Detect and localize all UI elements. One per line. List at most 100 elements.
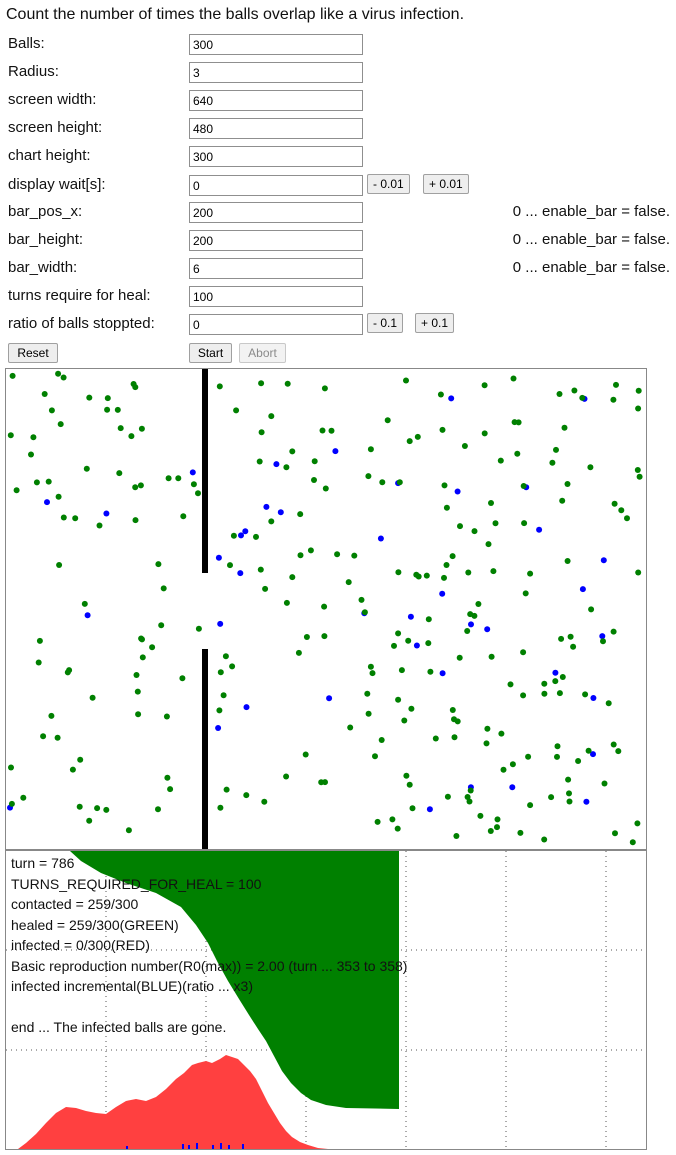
screen-width-input[interactable]: [189, 90, 363, 111]
ratio-increase-button[interactable]: + 0.1: [415, 313, 455, 333]
ball: [30, 434, 37, 441]
abort-button[interactable]: Abort: [239, 343, 286, 363]
ball: [164, 774, 171, 781]
ball: [457, 523, 463, 530]
ball: [365, 473, 372, 480]
ball: [227, 562, 233, 569]
ball: [509, 784, 516, 791]
chart-height-input[interactable]: [189, 146, 363, 167]
ball: [268, 518, 275, 525]
radius-input[interactable]: [189, 62, 363, 83]
ball: [497, 457, 504, 464]
ball: [432, 735, 439, 742]
display-wait-input[interactable]: [189, 175, 363, 196]
ball: [33, 479, 40, 486]
ball: [367, 663, 374, 670]
ball: [477, 812, 484, 819]
ball: [413, 642, 420, 649]
ball: [439, 590, 446, 597]
ball: [566, 790, 572, 797]
ball: [237, 570, 244, 577]
ball: [613, 381, 619, 388]
ball: [464, 628, 471, 634]
ball: [83, 465, 90, 472]
ball: [426, 806, 433, 813]
ball: [243, 792, 250, 799]
heal-turns-input[interactable]: [189, 286, 363, 307]
ball: [615, 748, 622, 755]
stopped-ratio-input[interactable]: [189, 314, 363, 335]
bar-width-input[interactable]: [189, 258, 363, 279]
ball: [549, 459, 556, 466]
ball: [222, 653, 229, 660]
ball: [103, 806, 110, 813]
ball: [321, 633, 328, 640]
ball: [441, 574, 447, 581]
ball: [582, 691, 589, 698]
ball: [311, 477, 317, 483]
radius-row: Radius:: [0, 61, 676, 85]
ball: [77, 756, 84, 763]
ball: [467, 787, 474, 794]
ball: [599, 633, 606, 640]
ball: [345, 579, 352, 586]
ball: [230, 532, 237, 539]
ball: [284, 380, 291, 387]
ball: [556, 391, 563, 397]
ball: [258, 429, 265, 436]
ball: [536, 526, 543, 533]
ball: [605, 700, 612, 707]
ball: [7, 432, 14, 439]
ball: [541, 690, 548, 697]
ball: [444, 793, 451, 800]
ball: [471, 528, 478, 535]
ball: [132, 517, 139, 524]
balls-label: Balls:: [8, 35, 45, 52]
reset-button[interactable]: Reset: [8, 343, 58, 363]
ball: [571, 387, 578, 394]
chart-svg: [6, 851, 646, 1149]
display-wait-row: display wait[s]: - 0.01 + 0.01: [0, 174, 676, 198]
ratio-decrease-button[interactable]: - 0.1: [367, 313, 404, 333]
ball: [289, 574, 296, 581]
ball: [553, 446, 559, 453]
ball: [195, 490, 201, 497]
ball: [189, 469, 196, 476]
ball: [117, 425, 124, 432]
wait-increase-button[interactable]: + 0.01: [423, 174, 469, 194]
ball: [565, 776, 572, 783]
ball: [395, 696, 402, 703]
ball: [155, 561, 162, 568]
ball: [481, 382, 488, 389]
chart-height-row: chart height:: [0, 145, 676, 169]
ball: [414, 433, 421, 440]
ball: [233, 407, 240, 414]
ball: [579, 586, 586, 593]
bar-height-label: bar_height:: [8, 231, 84, 248]
ball: [612, 830, 618, 837]
ball: [167, 786, 174, 793]
ball: [541, 836, 548, 843]
ball: [556, 690, 563, 697]
ball: [394, 825, 401, 832]
ball: [439, 426, 446, 433]
stats-panel: turn = 786 TURNS_REQUIRED_FOR_HEAL = 100…: [11, 853, 407, 1037]
ball: [55, 493, 62, 500]
ball: [406, 781, 413, 788]
bar-height-input[interactable]: [189, 230, 363, 251]
start-button[interactable]: Start: [189, 343, 232, 363]
stat-r0: Basic reproduction number(R0(max)) = 2.0…: [11, 957, 408, 974]
ball: [238, 532, 244, 539]
ball: [268, 413, 275, 420]
bar-pos-x-input[interactable]: [189, 202, 363, 223]
ball: [403, 377, 409, 384]
ball: [104, 395, 111, 402]
ball: [635, 405, 642, 412]
wait-decrease-button[interactable]: - 0.01: [367, 174, 410, 194]
screen-height-input[interactable]: [189, 118, 363, 139]
chart-height-label: chart height:: [8, 147, 91, 164]
balls-input[interactable]: [189, 34, 363, 55]
ball: [60, 514, 67, 521]
ball: [610, 396, 617, 403]
ball: [451, 716, 457, 723]
